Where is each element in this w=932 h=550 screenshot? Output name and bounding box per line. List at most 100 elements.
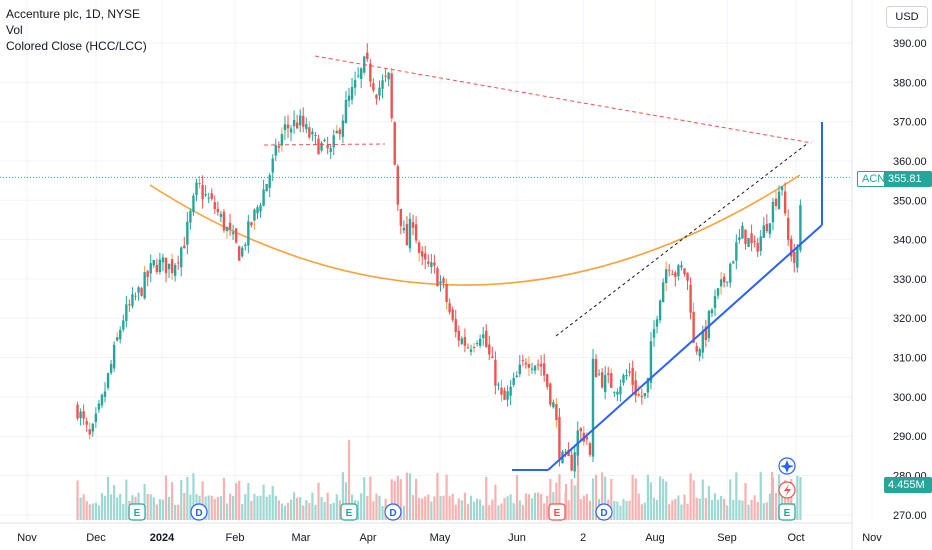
volume-bar [713,493,717,520]
volume-bar [643,502,646,520]
dividend-icon [595,503,613,521]
candle-body [597,373,601,375]
volume-bar [320,497,323,520]
candle-body [500,387,503,395]
candle-body [661,282,665,303]
volume-bar [143,484,146,520]
volume-bar [677,495,680,520]
candle-body [244,244,247,247]
volume-bar [524,493,527,520]
volume-bar [109,494,113,520]
candle-body [378,87,381,96]
candle-body [259,205,262,212]
volume-bar [79,497,82,520]
volume-bar [271,485,274,520]
y-tick-label: 390.00 [893,38,927,50]
volume-bar [610,479,613,520]
volume-bar [268,494,271,520]
volume-bar [292,492,296,520]
volume-bar [341,472,344,520]
x-tick-label: Sep [717,532,737,544]
volume-bar [235,483,238,520]
volume-bar [189,494,192,520]
candle-body [530,368,534,370]
volume-bar [680,504,683,520]
volume-bar [338,500,341,520]
volume-bar [463,492,466,520]
x-tick-label: Jun [508,532,526,544]
volume-bar [668,504,671,520]
volume-bar [454,504,457,520]
candle-body [701,330,704,353]
y-tick-label: 310.00 [893,353,927,365]
candle-body [298,115,302,126]
volume-bar [686,503,689,520]
volume-bar [222,477,226,520]
volume-bar [582,495,585,520]
volume-bar [82,494,85,520]
volume-bar [753,495,756,520]
volume-bar [219,496,222,520]
candle-body [555,404,558,421]
volume-bar [155,504,158,520]
candle-body [387,72,390,80]
chart-legend: Accenture plc, 1D, NYSE Vol Colored Clos… [6,6,147,54]
volume-bar [186,476,189,520]
candle-body [430,262,433,268]
candle-body [610,373,613,388]
candle-body [463,337,467,346]
candle-body [268,175,271,188]
candle-body [146,271,149,278]
candle-body [134,295,137,297]
currency-button[interactable]: USD [886,6,928,28]
volume-bar [103,495,107,520]
x-tick-label: Dec [86,532,106,544]
volume-bar [530,498,534,520]
candle-body [713,296,717,309]
candle-body [427,261,430,264]
volume-bar [97,505,100,520]
candle-body [183,245,186,249]
volume-bar [662,478,665,520]
candle-body [725,281,729,283]
last-price-badge: 355.81 [884,171,932,187]
last-volume-badge: 4.455M [884,477,932,493]
candle-body [372,83,375,91]
volume-bar [399,479,402,520]
candle-body [176,262,180,264]
candle-body [448,303,451,313]
candle-body [643,393,647,397]
candle-body [686,272,689,281]
x-tick-label: Oct [787,532,804,544]
candle-body [366,52,369,60]
volume-bar [735,472,738,520]
volume-bar-spike [770,472,774,520]
volume-bar [625,501,628,520]
volume-bar [329,503,332,520]
candle-body [600,372,604,388]
volume-bar-spike [576,445,580,520]
candle-body [195,182,198,196]
candle-body [390,73,393,119]
candle-body [137,287,140,293]
candle-body [286,124,290,129]
candle-body [305,124,308,130]
candle-body [466,347,470,349]
volume-bar [164,475,168,520]
candle-body [384,75,387,77]
volume-bar [543,503,546,520]
volume-bar [106,476,110,520]
volume-bar [91,503,94,520]
volume-bar [503,498,506,520]
volume-bar [512,503,515,520]
volume-bar [231,495,235,520]
volume-bar [122,504,125,520]
volume-bar [472,501,476,520]
volume-bar [418,497,421,520]
volume-bar [729,479,732,520]
candle-body [796,246,799,268]
volume-bar [692,480,695,520]
candle-body [451,309,454,320]
volume-bar [366,496,369,520]
